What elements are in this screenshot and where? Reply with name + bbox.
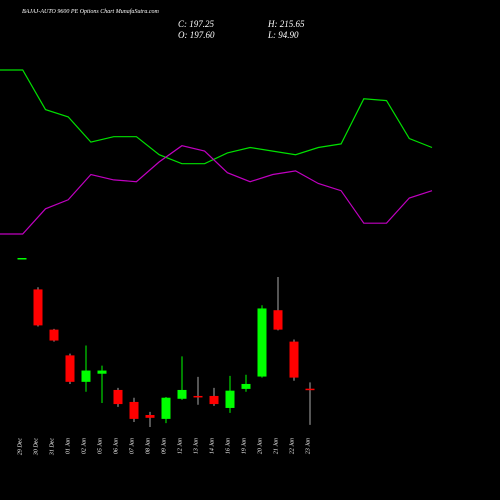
x-tick-label: 12 Jan: [177, 438, 183, 454]
x-tick-label: 09 Jan: [161, 438, 167, 454]
candle-body: [225, 390, 235, 408]
candle-body: [257, 308, 267, 377]
candle-body: [241, 383, 251, 389]
chart-title: BAJAJ-AUTO 9600 PE Options Chart MunafaS…: [22, 8, 160, 15]
header-open: O: 197.60: [178, 30, 215, 40]
candle-body: [209, 395, 219, 405]
header-close: C: 197.25: [178, 19, 215, 29]
indicator-line: [0, 69, 433, 165]
candle-body: [65, 355, 75, 382]
x-tick-label: 16 Jan: [225, 438, 231, 454]
candle-body: [177, 389, 187, 399]
candle-body: [289, 341, 299, 378]
candle-body: [273, 310, 283, 330]
header-low: L: 94.90: [267, 30, 299, 40]
header-high: H: 215.65: [267, 19, 305, 29]
candle-body: [129, 401, 139, 419]
candle-body: [305, 388, 315, 391]
candle-body: [33, 289, 43, 326]
indicator-line: [0, 145, 433, 235]
x-tick-label: 23 Jan: [305, 438, 311, 454]
x-tick-label: 06 Jan: [113, 438, 119, 454]
x-tick-label: 05 Jan: [97, 438, 103, 454]
candle-body: [113, 389, 123, 405]
candle-body: [81, 370, 91, 382]
x-tick-label: 29 Dec: [17, 438, 23, 455]
x-tick-label: 22 Jan: [289, 438, 295, 454]
candle-body: [145, 415, 155, 418]
candle-body: [49, 329, 59, 341]
x-tick-label: 31 Dec: [49, 438, 55, 456]
x-tick-label: 19 Jan: [241, 438, 247, 454]
x-tick-label: 20 Jan: [257, 438, 263, 454]
x-tick-label: 02 Jan: [81, 438, 87, 454]
x-tick-label: 01 Jan: [65, 438, 71, 454]
candle-body: [97, 370, 107, 374]
x-tick-label: 07 Jan: [129, 438, 135, 454]
x-tick-label: 08 Jan: [145, 438, 151, 454]
candle-body: [17, 258, 27, 260]
x-tick-label: 14 Jan: [208, 438, 215, 454]
x-tick-label: 13 Jan: [193, 438, 199, 454]
candle-body: [193, 395, 203, 398]
candle-body: [161, 397, 171, 419]
x-tick-label: 21 Jan: [273, 438, 279, 454]
x-tick-label: 30 Dec: [33, 438, 39, 456]
